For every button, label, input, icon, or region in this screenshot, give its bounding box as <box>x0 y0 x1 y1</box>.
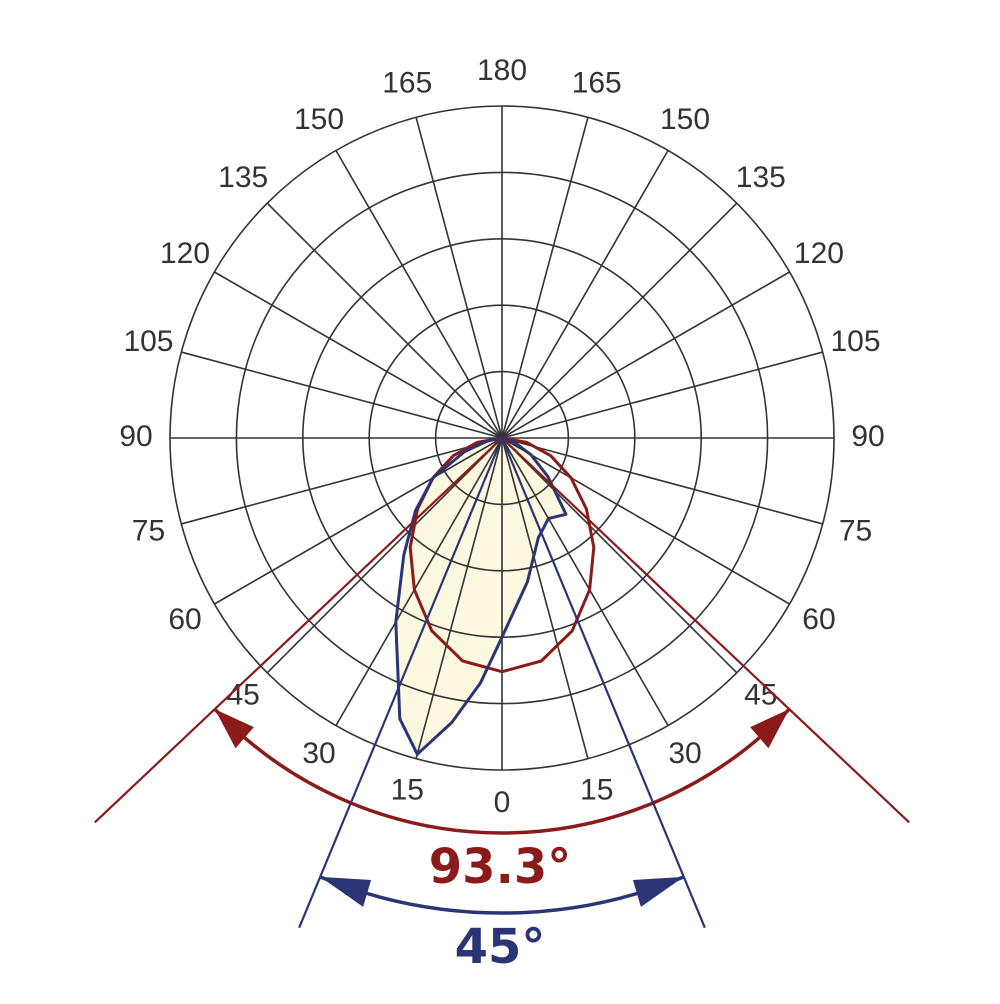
spoke <box>501 117 589 439</box>
spoke <box>501 437 823 525</box>
spoke <box>415 117 503 439</box>
angle-label: 105 <box>123 325 173 358</box>
spoke <box>266 202 503 439</box>
spoke <box>501 437 738 674</box>
spoke <box>181 437 503 525</box>
angle-label: 105 <box>830 325 880 358</box>
beam-line <box>298 437 504 929</box>
spoke <box>501 437 790 605</box>
angle-label: 120 <box>160 237 210 270</box>
angle-label: 45 <box>227 679 260 712</box>
spoke <box>214 437 503 605</box>
angle-label: 75 <box>132 515 165 548</box>
beam-arc <box>213 707 791 835</box>
angle-label: 120 <box>794 237 844 270</box>
arrowhead <box>750 709 790 749</box>
angle-label: 165 <box>572 66 622 99</box>
spoke <box>181 351 503 439</box>
angle-label: 75 <box>839 515 872 548</box>
angle-label: 165 <box>382 66 432 99</box>
angle-label: 90 <box>119 420 152 453</box>
angle-label: 180 <box>477 54 527 87</box>
spoke <box>501 271 790 439</box>
spoke <box>501 150 669 439</box>
spoke <box>266 437 503 674</box>
angle-label: 135 <box>736 161 786 194</box>
angle-label: 150 <box>294 103 344 136</box>
spoke <box>501 351 823 439</box>
beam-angle-label: 93.3° <box>429 839 571 895</box>
beam-arc <box>319 875 685 915</box>
spoke <box>501 437 669 726</box>
spoke <box>501 202 738 439</box>
spoke <box>501 437 589 759</box>
angle-label: 15 <box>391 773 424 806</box>
beam-line <box>501 437 910 824</box>
spoke <box>335 150 503 439</box>
angle-label: 0 <box>494 786 511 819</box>
angle-label: 45 <box>744 679 777 712</box>
angle-label: 150 <box>660 103 710 136</box>
spoke <box>415 437 503 759</box>
angle-label: 90 <box>851 420 884 453</box>
angle-label: 30 <box>302 737 335 770</box>
angle-label: 60 <box>168 603 201 636</box>
beam-line <box>94 437 503 824</box>
angle-label: 135 <box>218 161 268 194</box>
arrowhead <box>214 709 254 749</box>
beam-angle-label: 45° <box>455 919 546 975</box>
angle-label: 15 <box>580 773 613 806</box>
angle-label: 30 <box>668 737 701 770</box>
angle-label: 60 <box>802 603 835 636</box>
beam-line <box>500 437 706 929</box>
arrowhead <box>320 876 372 907</box>
arrowhead <box>632 876 684 907</box>
spoke <box>335 437 503 726</box>
spoke <box>214 271 503 439</box>
